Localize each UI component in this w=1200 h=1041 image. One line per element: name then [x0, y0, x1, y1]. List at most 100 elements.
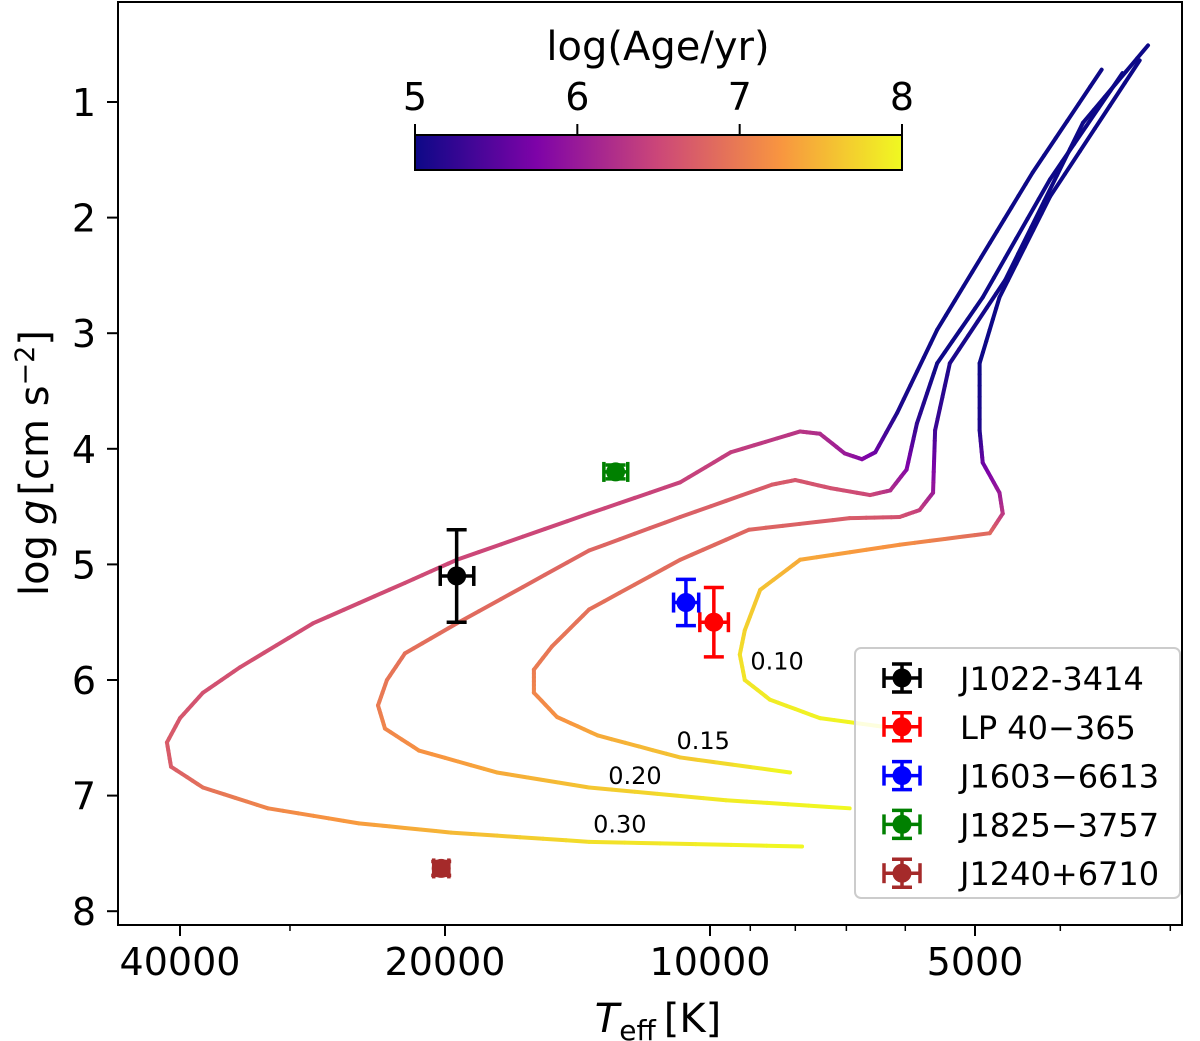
- track-segment: [418, 827, 438, 834]
- track-segment: [952, 284, 966, 303]
- track-segment: [1047, 159, 1065, 182]
- track-segment: [609, 787, 637, 794]
- track-segment: [433, 829, 453, 835]
- track-segment: [1047, 172, 1067, 199]
- track-segment: [1124, 56, 1140, 74]
- track-segment: [678, 509, 698, 520]
- track-segment: [908, 369, 920, 388]
- track-segment: [341, 818, 361, 826]
- track-segment: [543, 560, 570, 577]
- track-segment: [265, 806, 286, 813]
- track-segment: [935, 350, 947, 366]
- track-segment: [1076, 84, 1093, 106]
- track-segment: [372, 822, 392, 829]
- track-segment: [238, 657, 255, 670]
- track-segment: [1002, 205, 1014, 222]
- y-axis-label: logg[cm s−2]: [10, 330, 58, 596]
- track-segment: [1029, 199, 1047, 230]
- track-segment: [751, 765, 774, 772]
- track-segment: [587, 542, 607, 553]
- track-segment: [1107, 81, 1127, 108]
- data-point: [671, 577, 701, 628]
- track-segment: [993, 278, 1008, 296]
- x-tick-label: 20000: [385, 940, 506, 984]
- track-segment: [827, 804, 852, 811]
- track-segment: [498, 584, 525, 602]
- track-segment: [895, 397, 906, 415]
- data-point: [431, 858, 452, 879]
- track-segment: [1042, 173, 1060, 204]
- track-segment: [814, 552, 836, 560]
- track-segment: [984, 291, 998, 310]
- track-segment: [775, 432, 791, 441]
- track-segment: [455, 759, 473, 768]
- track-segment: [1005, 261, 1019, 283]
- track-segment: [476, 597, 503, 614]
- track-segment: [565, 548, 592, 565]
- track-segment: [942, 535, 962, 541]
- track-segment: [647, 485, 668, 495]
- track-segment: [724, 493, 744, 503]
- marker: [704, 612, 724, 632]
- track-segment: [830, 516, 852, 523]
- track-segment: [961, 269, 975, 289]
- track-segment: [637, 744, 655, 753]
- track-segment: [663, 480, 683, 490]
- track-segment: [797, 520, 819, 526]
- y-tick-label: 1: [72, 81, 96, 125]
- track-segment: [602, 501, 622, 511]
- marker: [431, 858, 451, 878]
- track-segment: [693, 504, 713, 514]
- track-segment: [571, 783, 592, 790]
- track-segment: [647, 520, 668, 531]
- track-segment: [387, 824, 407, 830]
- track-segment: [798, 555, 819, 562]
- track-segment: [912, 538, 932, 545]
- track-segment: [617, 531, 637, 542]
- track-segment: [780, 521, 802, 528]
- y-tick-label: 3: [72, 312, 96, 356]
- legend-label: J1240+6710: [958, 855, 1159, 893]
- track-segment: [510, 772, 530, 780]
- track-segment: [564, 838, 592, 844]
- track-segment: [1009, 194, 1021, 210]
- track-segment: [957, 533, 977, 540]
- x-axis-label: Teff [K]: [595, 996, 721, 1041]
- track-segment: [442, 755, 460, 764]
- track-segment: [678, 755, 701, 762]
- track-0.20: [376, 71, 1125, 811]
- track-segment: [1084, 106, 1101, 129]
- marker: [892, 814, 912, 834]
- marker: [892, 863, 912, 883]
- data-points: [431, 461, 731, 879]
- track-segment: [1088, 67, 1104, 89]
- track-segment: [943, 298, 957, 318]
- track-segment: [663, 557, 683, 571]
- legend-item: J1022-3414: [882, 660, 1144, 698]
- y-tick-label: 2: [72, 197, 96, 241]
- track-segment: [556, 780, 576, 788]
- marker: [447, 566, 467, 586]
- colorbar-gradient: [414, 134, 903, 171]
- track-segment: [402, 825, 423, 832]
- track-segment: [747, 525, 768, 532]
- track-segment: [518, 835, 546, 841]
- track-segment: [1135, 43, 1151, 61]
- track-segment: [429, 752, 447, 760]
- legend-item: LP 40−365: [882, 709, 1136, 747]
- track-segment: [310, 614, 331, 626]
- track-segment: [712, 537, 729, 547]
- track-segment: [541, 777, 561, 785]
- y-tick-label: 7: [72, 775, 96, 819]
- legend-box: [854, 647, 1181, 899]
- track-segment: [454, 550, 481, 562]
- track-segment: [972, 531, 992, 538]
- track-segment: [1122, 58, 1142, 86]
- track-segment: [609, 737, 628, 745]
- marker: [892, 668, 912, 688]
- track-segment: [647, 566, 668, 579]
- track-segment: [495, 833, 523, 840]
- track-segment: [701, 796, 729, 803]
- y-tick-label: 4: [72, 428, 96, 472]
